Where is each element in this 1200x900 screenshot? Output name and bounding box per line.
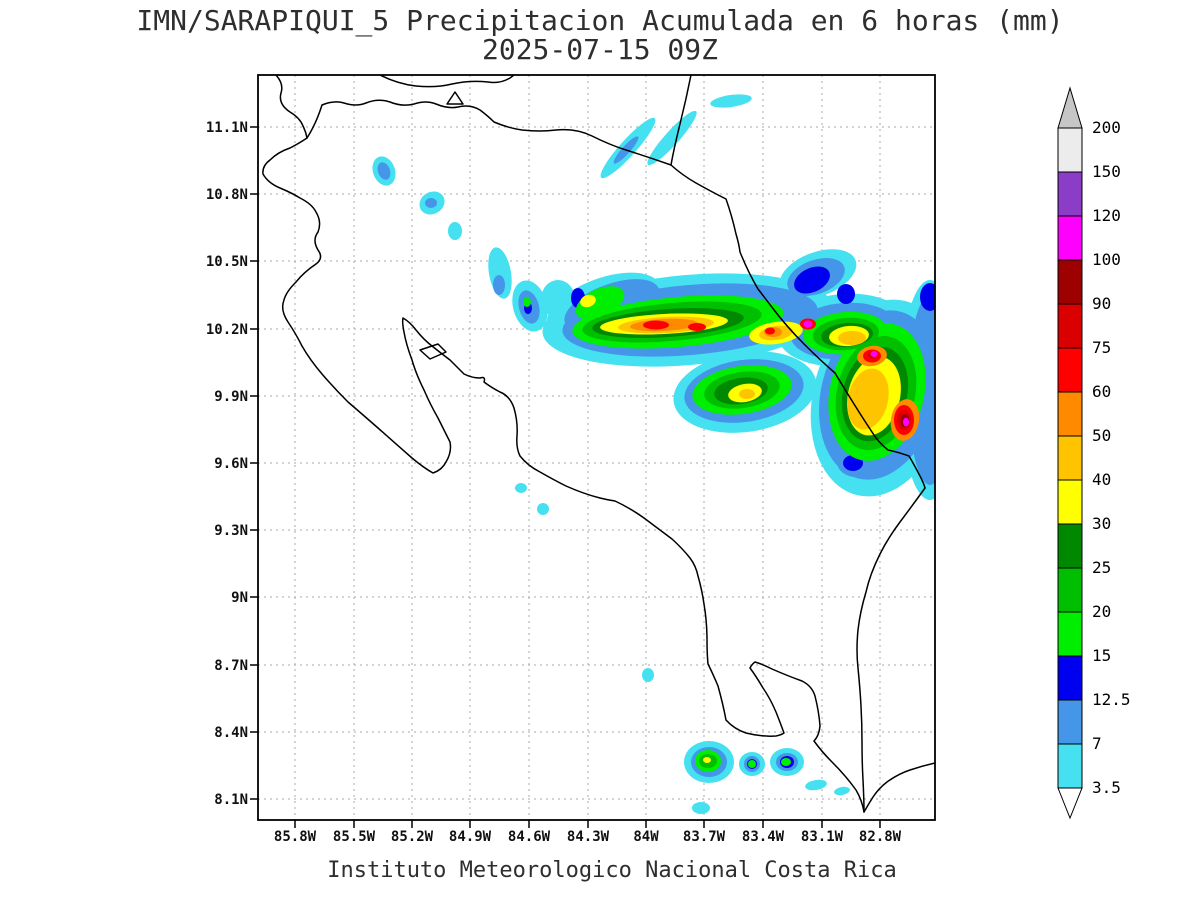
colorbar-segment	[1057, 699, 1083, 745]
colorbar-tick-label: 40	[1092, 470, 1111, 489]
colorbar-tick-label: 100	[1092, 250, 1121, 269]
lon-axis: 85.8W 85.5W 85.2W 84.9W 84.6W 84.3W 84W …	[274, 829, 902, 845]
colorbar-segment	[1057, 523, 1083, 569]
lat-tick-label: 8.1N	[214, 792, 248, 808]
colorbar-arrow-under	[1057, 787, 1083, 820]
lat-tick-label: 8.4N	[214, 725, 248, 741]
precip-level-100mm-layer	[803, 320, 909, 427]
colorbar-tick-label: 50	[1092, 426, 1111, 445]
coastline-pacific	[262, 75, 935, 813]
colorbar-segment	[1057, 259, 1083, 305]
colorbar-tick-label: 3.5	[1092, 778, 1121, 797]
colorbar-segment	[1057, 655, 1083, 701]
coastline-caribbean	[670, 75, 926, 489]
lat-tick-label: 10.5N	[206, 254, 248, 270]
colorbar-segment	[1057, 347, 1083, 393]
map-frame	[257, 74, 936, 821]
lon-tick-label: 84W	[633, 829, 659, 845]
lon-tick-label: 85.5W	[333, 829, 376, 845]
lat-tick-label: 10.2N	[206, 322, 248, 338]
lon-tick-label: 85.2W	[391, 829, 434, 845]
lat-axis: 11.1N 10.8N 10.5N 10.2N 9.9N 9.6N 9.3N 9…	[206, 120, 248, 808]
border-nicaragua	[306, 99, 672, 166]
lat-tick-label: 8.7N	[214, 658, 248, 674]
colorbar-tick-label: 90	[1092, 294, 1111, 313]
lon-tick-label: 82.8W	[859, 829, 902, 845]
lat-tick-label: 10.8N	[206, 187, 248, 203]
plot-title: IMN/SARAPIQUI_5 Precipitacion Acumulada …	[136, 4, 1063, 38]
colorbar-tick-label: 60	[1092, 382, 1111, 401]
lon-tick-label: 83.4W	[742, 829, 785, 845]
lake-island	[446, 91, 464, 105]
colorbar-tick-label: 30	[1092, 514, 1111, 533]
footer-caption: Instituto Meteorologico Nacional Costa R…	[327, 858, 897, 883]
lon-tick-label: 85.8W	[274, 829, 317, 845]
colorbar-tick-label: 12.5	[1092, 690, 1131, 709]
colorbar-segment	[1057, 479, 1083, 525]
colorbar-segment	[1057, 611, 1083, 657]
colorbar-segment	[1057, 127, 1083, 173]
border-panama	[856, 487, 926, 813]
colorbar-segment	[1057, 303, 1083, 349]
colorbar-tick-label: 25	[1092, 558, 1111, 577]
colorbar-segment	[1057, 567, 1083, 613]
colorbar-tick-label: 120	[1092, 206, 1121, 225]
colorbar-arrow-over	[1057, 86, 1083, 129]
colorbar-tick-label: 7	[1092, 734, 1102, 753]
colorbar-tick-label: 75	[1092, 338, 1111, 357]
colorbar-segment	[1057, 435, 1083, 481]
axis-ticks	[250, 126, 881, 828]
colorbar-segment	[1057, 743, 1083, 789]
lat-tick-label: 11.1N	[206, 120, 248, 136]
lon-tick-label: 83.1W	[801, 829, 844, 845]
lat-tick-label: 9N	[231, 590, 248, 606]
colorbar-segment	[1057, 215, 1083, 261]
colorbar-tick-label: 200	[1092, 118, 1121, 137]
lake-nicaragua-shore	[379, 75, 515, 88]
lon-tick-label: 83.7W	[683, 829, 726, 845]
chira-island	[419, 343, 447, 360]
valid-time: 2025-07-15 09Z	[482, 33, 718, 66]
colorbar-segment	[1057, 391, 1083, 437]
lat-tick-label: 9.3N	[214, 523, 248, 539]
coastline	[262, 75, 935, 813]
colorbar-tick-label: 15	[1092, 646, 1111, 665]
lon-tick-label: 84.3W	[567, 829, 610, 845]
colorbar: 200 150 120 100 90 75 60 50 40 30 25 20 …	[1057, 86, 1131, 820]
lat-tick-label: 9.6N	[214, 456, 248, 472]
colorbar-tick-label: 150	[1092, 162, 1121, 181]
colorbar-tick-label: 20	[1092, 602, 1111, 621]
lon-tick-label: 84.6W	[508, 829, 551, 845]
lat-tick-label: 9.9N	[214, 389, 248, 405]
lon-tick-label: 84.9W	[449, 829, 492, 845]
colorbar-segment	[1057, 171, 1083, 217]
